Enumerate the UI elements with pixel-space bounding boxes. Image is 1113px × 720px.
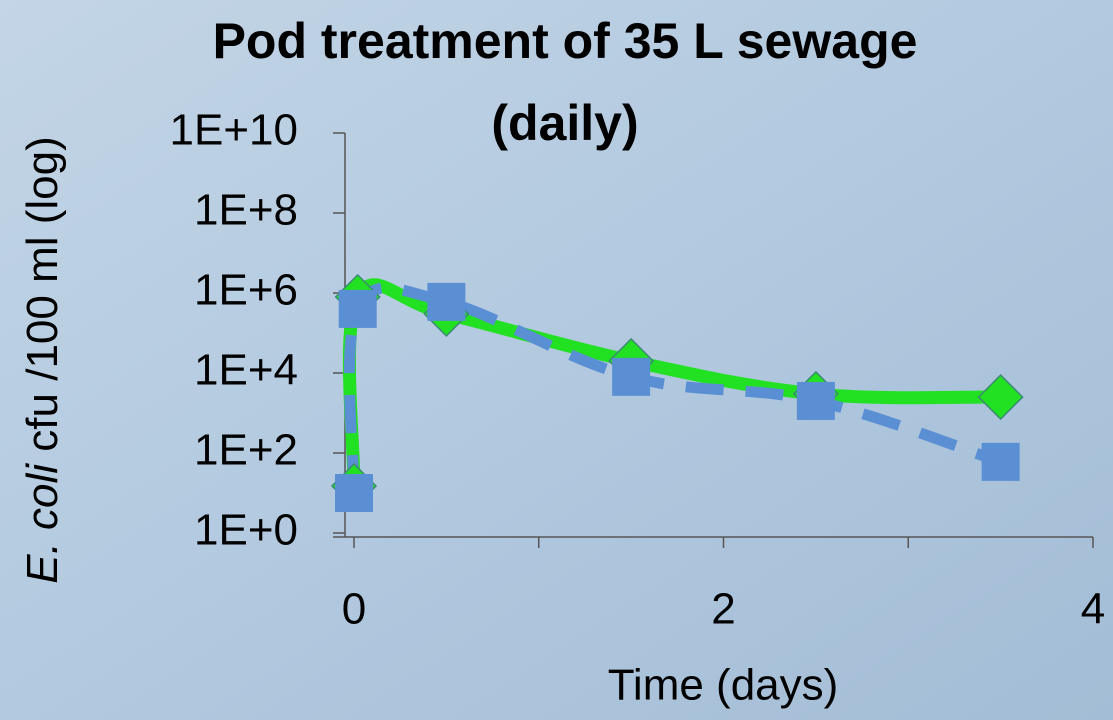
y-tick-label: 1E+6 — [194, 266, 298, 315]
x-tick-label: 4 — [1081, 585, 1105, 634]
square-marker — [612, 358, 650, 396]
square-marker — [982, 443, 1020, 481]
x-axis-label: Time (days) — [608, 661, 839, 710]
chart-title-line: Pod treatment of 35 L sewage — [213, 13, 918, 69]
y-axis-label: E. coli cfu /100 ml (log) — [18, 136, 67, 584]
y-axis-label-rest: cfu /100 ml (log) — [18, 136, 67, 451]
x-tick-label: 2 — [711, 585, 735, 634]
y-tick-label: 1E+10 — [170, 106, 298, 155]
chart: E. coli cfu /100 ml (log) Time (days) Po… — [0, 0, 1113, 720]
square-marker — [427, 283, 465, 321]
square-marker — [797, 382, 835, 420]
y-tick-label: 1E+2 — [194, 426, 298, 475]
x-tick-label: 0 — [342, 585, 366, 634]
square-marker — [335, 474, 373, 512]
y-tick-label: 1E+0 — [194, 506, 298, 555]
chart-title-line: (daily) — [491, 95, 638, 151]
page: E. coli cfu /100 ml (log) Time (days) Po… — [0, 0, 1113, 720]
y-tick-label: 1E+4 — [194, 346, 298, 395]
y-axis-label-italic: E. coli — [18, 463, 67, 584]
y-tick-label: 1E+8 — [194, 186, 298, 235]
square-marker — [339, 290, 377, 328]
